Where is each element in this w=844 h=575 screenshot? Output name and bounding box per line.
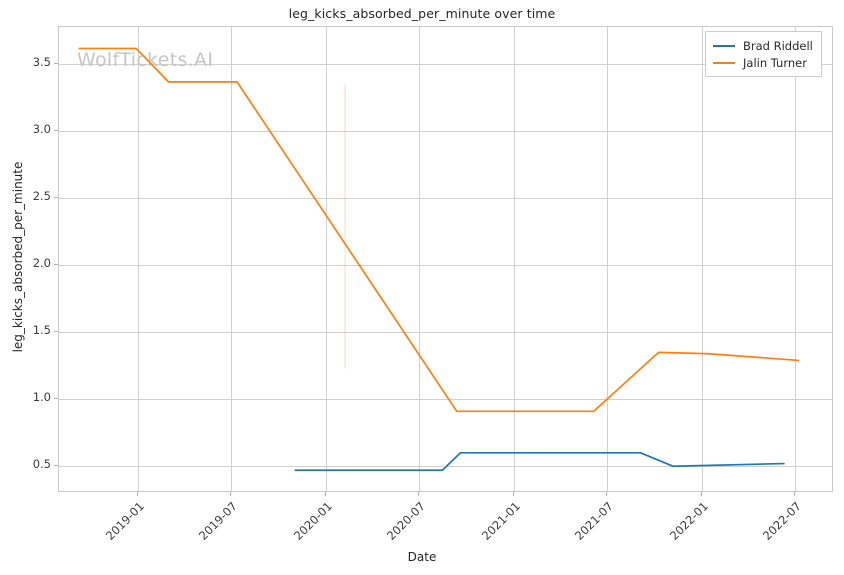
gridline-vertical bbox=[514, 27, 515, 491]
gridline-vertical bbox=[231, 27, 232, 491]
x-tick-mark bbox=[794, 492, 795, 496]
gridline-horizontal bbox=[59, 131, 832, 132]
x-tick-label: 2022-01 bbox=[666, 499, 711, 543]
gridline-vertical bbox=[795, 27, 796, 491]
x-tick-mark bbox=[606, 492, 607, 496]
y-tick-mark bbox=[54, 63, 58, 64]
x-tick-label: 2020-07 bbox=[384, 499, 429, 543]
gridline-horizontal bbox=[59, 265, 832, 266]
x-tick-mark bbox=[325, 492, 326, 496]
x-tick-label: 2021-07 bbox=[572, 499, 616, 543]
legend-item[interactable]: Jalin Turner bbox=[713, 54, 813, 71]
gridline-vertical bbox=[326, 27, 327, 491]
gridline-horizontal bbox=[59, 64, 832, 65]
x-tick-mark bbox=[701, 492, 702, 496]
gridline-vertical bbox=[607, 27, 608, 491]
y-tick-mark bbox=[54, 465, 58, 466]
x-axis-title: Date bbox=[407, 550, 437, 564]
gridline-horizontal bbox=[59, 198, 832, 199]
gridline-vertical bbox=[138, 27, 139, 491]
y-tick-label: 3.5 bbox=[32, 55, 51, 70]
chart-title: leg_kicks_absorbed_per_minute over time bbox=[288, 6, 556, 21]
series-line-brad-riddell bbox=[294, 451, 785, 472]
y-axis-title: leg_kicks_absorbed_per_minute bbox=[11, 161, 25, 353]
series-line-group bbox=[78, 47, 800, 472]
y-tick-mark bbox=[54, 264, 58, 265]
x-tick-mark bbox=[513, 492, 514, 496]
y-tick-label: 1.5 bbox=[32, 323, 51, 338]
y-tick-label: 2.5 bbox=[32, 189, 51, 204]
x-tick-label: 2019-01 bbox=[102, 499, 147, 543]
legend-label-jalin-turner: Jalin Turner bbox=[743, 55, 807, 70]
y-tick-mark bbox=[54, 331, 58, 332]
gridline-horizontal bbox=[59, 332, 832, 333]
gridline-vertical bbox=[419, 27, 420, 491]
series-layer bbox=[78, 47, 800, 472]
y-tick-mark bbox=[54, 398, 58, 399]
x-tick-label: 2021-01 bbox=[478, 499, 523, 543]
series-line-jalin-turner bbox=[78, 47, 800, 413]
x-tick-mark bbox=[230, 492, 231, 496]
x-tick-label: 2020-01 bbox=[290, 499, 335, 543]
x-tick-label: 2022-07 bbox=[759, 499, 804, 543]
plot-area: WolfTickets.AI bbox=[58, 26, 833, 492]
x-tick-label: 2019-07 bbox=[195, 499, 240, 543]
y-tick-label: 2.0 bbox=[32, 256, 51, 271]
y-tick-label: 1.0 bbox=[32, 390, 51, 405]
x-tick-mark bbox=[418, 492, 419, 496]
legend-swatch-brad-riddell bbox=[713, 44, 735, 47]
y-tick-mark bbox=[54, 130, 58, 131]
legend: Brad Riddell Jalin Turner bbox=[705, 31, 822, 77]
gridline-vertical bbox=[702, 27, 703, 491]
legend-swatch-jalin-turner bbox=[713, 61, 735, 64]
legend-label-brad-riddell: Brad Riddell bbox=[743, 38, 813, 53]
y-tick-mark bbox=[54, 197, 58, 198]
x-tick-mark bbox=[137, 492, 138, 496]
y-tick-label: 3.0 bbox=[32, 122, 51, 137]
gridline-horizontal bbox=[59, 399, 832, 400]
legend-item[interactable]: Brad Riddell bbox=[713, 37, 813, 54]
y-tick-label: 0.5 bbox=[32, 457, 51, 472]
